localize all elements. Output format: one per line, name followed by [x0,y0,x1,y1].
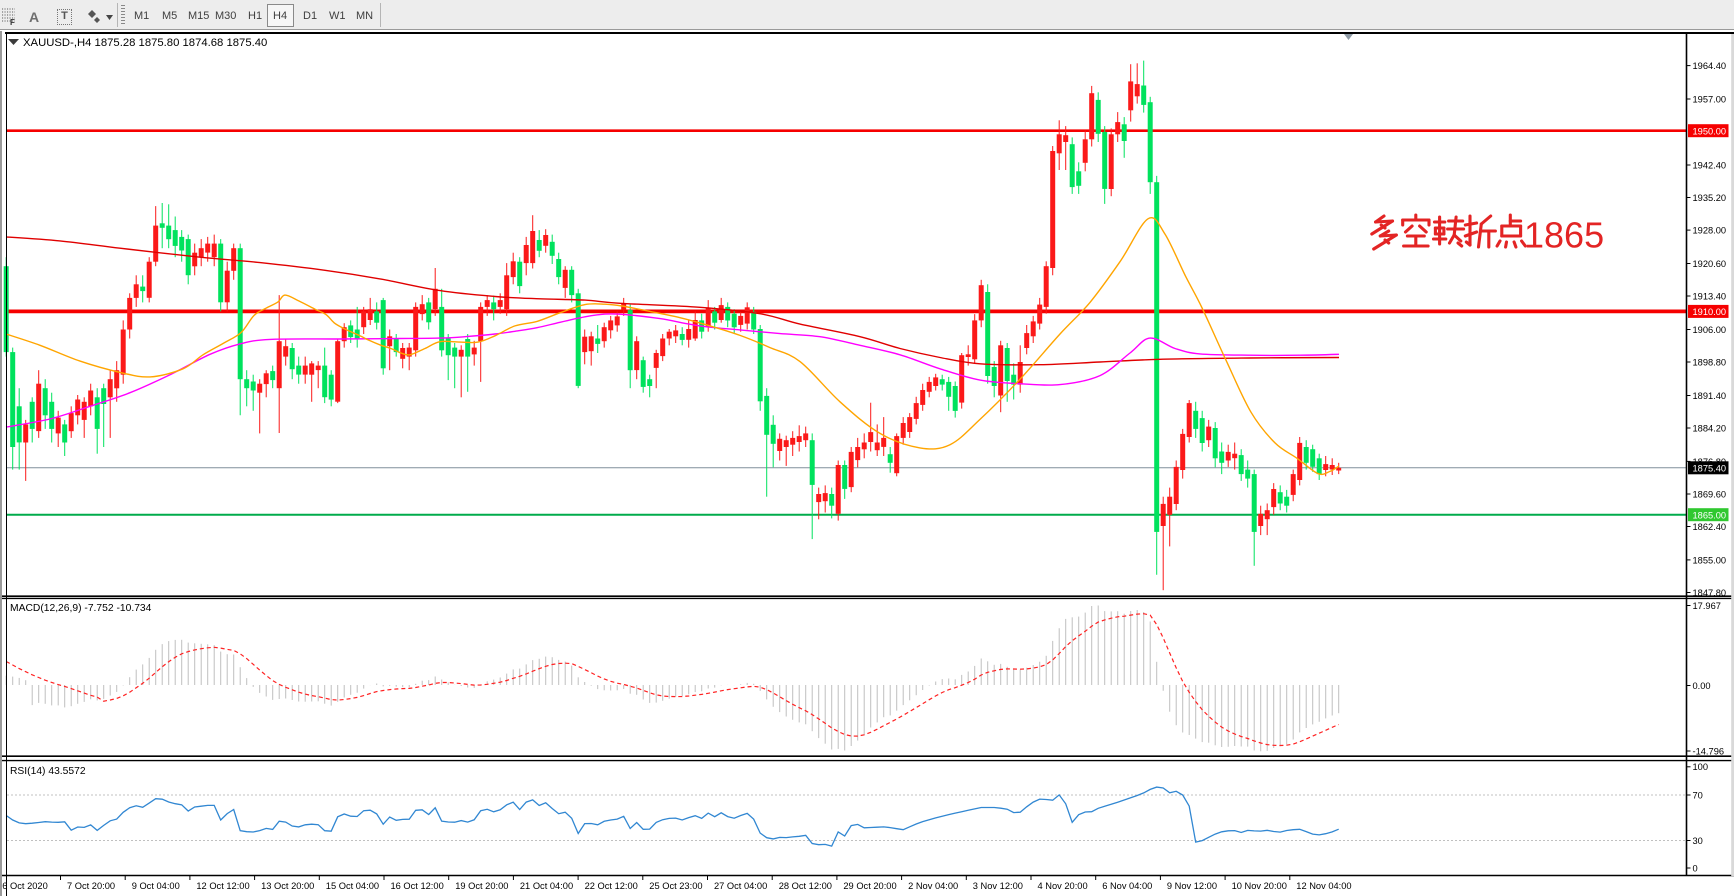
svg-text:1862.40: 1862.40 [1693,522,1727,532]
svg-text:-14.796: -14.796 [1693,746,1725,756]
svg-text:19 Oct 20:00: 19 Oct 20:00 [455,881,508,891]
svg-text:6 Oct 2020: 6 Oct 2020 [2,881,47,891]
svg-text:21 Oct 04:00: 21 Oct 04:00 [520,881,573,891]
svg-text:100: 100 [1693,762,1709,772]
svg-text:25 Oct 23:00: 25 Oct 23:00 [649,881,702,891]
svg-text:RSI(14) 43.5572: RSI(14) 43.5572 [10,766,86,777]
svg-text:1884.20: 1884.20 [1693,423,1727,433]
svg-text:1898.80: 1898.80 [1693,357,1727,367]
svg-text:1935.20: 1935.20 [1693,193,1727,203]
svg-text:4 Nov 20:00: 4 Nov 20:00 [1038,881,1088,891]
svg-text:3 Nov 12:00: 3 Nov 12:00 [973,881,1023,891]
svg-text:1906.00: 1906.00 [1693,325,1727,335]
svg-text:12 Nov 04:00: 12 Nov 04:00 [1296,881,1351,891]
svg-text:1964.40: 1964.40 [1693,61,1727,71]
svg-text:1875.40: 1875.40 [1693,463,1727,473]
svg-text:29 Oct 20:00: 29 Oct 20:00 [843,881,896,891]
svg-text:1950.00: 1950.00 [1693,126,1727,136]
svg-text:9 Nov 12:00: 9 Nov 12:00 [1167,881,1217,891]
svg-text:1847.80: 1847.80 [1693,588,1727,598]
svg-text:17.967: 17.967 [1693,601,1721,611]
svg-text:1910.00: 1910.00 [1693,307,1727,317]
svg-text:12 Oct 12:00: 12 Oct 12:00 [196,881,249,891]
svg-text:XAUUSD-,H4 1875.28 1875.80 18: XAUUSD-,H4 1875.28 1875.80 1874.68 1875.… [23,37,267,49]
svg-text:1928.00: 1928.00 [1693,226,1727,236]
svg-text:1865.00: 1865.00 [1693,510,1727,520]
svg-text:1942.40: 1942.40 [1693,160,1727,170]
svg-text:0.00: 0.00 [1693,681,1711,691]
svg-text:28 Oct 12:00: 28 Oct 12:00 [779,881,832,891]
svg-text:15 Oct 04:00: 15 Oct 04:00 [326,881,379,891]
svg-text:1865: 1865 [1524,215,1604,256]
svg-text:6 Nov 04:00: 6 Nov 04:00 [1102,881,1152,891]
svg-text:1920.60: 1920.60 [1693,259,1727,269]
svg-text:16 Oct 12:00: 16 Oct 12:00 [391,881,444,891]
svg-text:22 Oct 12:00: 22 Oct 12:00 [585,881,638,891]
svg-text:1957.00: 1957.00 [1693,94,1727,104]
svg-text:0: 0 [1693,863,1698,873]
svg-text:MACD(12,26,9) -7.752 -10.734: MACD(12,26,9) -7.752 -10.734 [10,603,152,614]
svg-text:F: F [10,18,15,25]
svg-text:1891.40: 1891.40 [1693,391,1727,401]
svg-text:1869.60: 1869.60 [1693,489,1727,499]
svg-text:7 Oct 20:00: 7 Oct 20:00 [67,881,115,891]
svg-text:10 Nov 20:00: 10 Nov 20:00 [1232,881,1287,891]
svg-text:1913.40: 1913.40 [1693,291,1727,301]
svg-text:9 Oct 04:00: 9 Oct 04:00 [132,881,180,891]
svg-text:30: 30 [1693,836,1703,846]
svg-text:70: 70 [1693,790,1703,800]
svg-text:2 Nov 04:00: 2 Nov 04:00 [908,881,958,891]
svg-text:27 Oct 04:00: 27 Oct 04:00 [714,881,767,891]
svg-text:1855.00: 1855.00 [1693,555,1727,565]
svg-text:13 Oct 20:00: 13 Oct 20:00 [261,881,314,891]
